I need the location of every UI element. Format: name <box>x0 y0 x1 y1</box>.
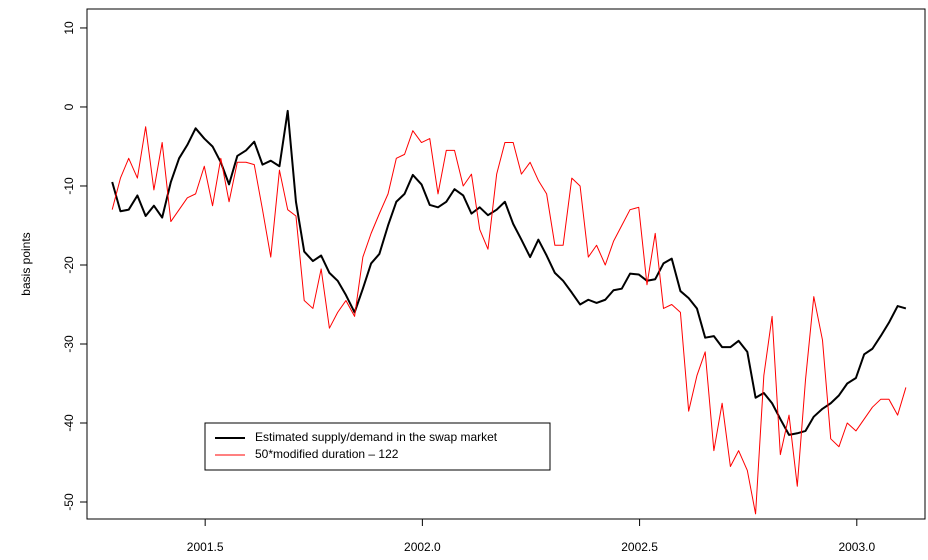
y-tick-label: -50 <box>62 493 76 511</box>
y-tick-label: 10 <box>62 21 76 35</box>
legend-box <box>204 422 551 471</box>
y-tick-label: -20 <box>62 256 76 274</box>
x-tick-label: 2002.0 <box>404 540 441 554</box>
series-line <box>111 126 907 515</box>
legend-label: Estimated supply/demand in the swap mark… <box>255 430 498 444</box>
series-line <box>111 109 907 436</box>
x-tick-label: 2002.5 <box>621 540 658 554</box>
y-tick-label: 0 <box>62 103 76 110</box>
y-axis-label: basis points <box>19 232 33 295</box>
plot-frame <box>86 8 926 520</box>
y-tick-label: -10 <box>62 177 76 195</box>
x-tick-label: 2001.5 <box>187 540 224 554</box>
y-tick-label: -30 <box>62 335 76 353</box>
y-tick-label: -40 <box>62 414 76 432</box>
x-tick-label: 2003.0 <box>838 540 875 554</box>
legend-label: 50*modified duration – 122 <box>255 447 399 461</box>
